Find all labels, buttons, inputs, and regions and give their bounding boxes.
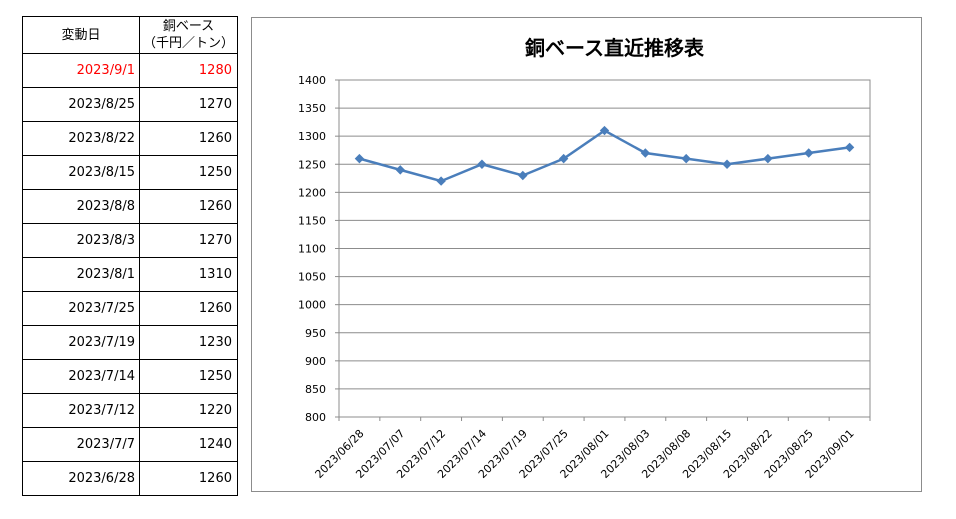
row-date: 2023/7/7	[22, 427, 140, 462]
plot-area	[338, 79, 871, 418]
table-row: 2023/9/1 1280	[22, 53, 238, 88]
y-tick-label: 900	[305, 355, 326, 368]
data-point	[354, 153, 365, 164]
table-row: 2023/8/22 1260	[22, 121, 238, 156]
data-point	[518, 170, 528, 181]
table-row: 2023/7/19 1230	[22, 325, 238, 360]
row-date: 2023/7/25	[22, 291, 140, 326]
table-row: 2023/8/1 1310	[22, 257, 238, 292]
row-price: 1260	[139, 291, 238, 326]
table-row: 2023/8/8 1260	[22, 189, 238, 224]
data-point	[436, 176, 446, 186]
header-price-line2: （千円／トン）	[142, 36, 234, 51]
y-tick-label: 1300	[298, 130, 326, 143]
data-point	[844, 142, 855, 153]
chart-area: 銅ベース直近推移表 800 850 900 950 1000 1050 1100 1150 120…	[251, 17, 922, 492]
row-price: 1260	[139, 121, 238, 156]
data-point	[681, 153, 691, 164]
header-price: 銅ベース （千円／トン）	[139, 16, 238, 54]
row-date: 2023/8/25	[22, 87, 140, 122]
row-date: 2023/8/3	[22, 223, 140, 258]
table-row: 2023/7/12 1220	[22, 393, 238, 428]
row-date: 2023/8/8	[22, 189, 140, 224]
data-point	[804, 148, 814, 158]
header-date: 変動日	[22, 16, 140, 54]
line-chart: 銅ベース直近推移表 800 850 900 950 1000 1050 1100 1150 120…	[298, 36, 871, 481]
y-tick-label: 1150	[298, 214, 326, 227]
chart-title: 銅ベース直近推移表	[525, 36, 705, 60]
row-price: 1250	[139, 155, 238, 190]
y-tick-label: 850	[305, 383, 326, 396]
row-date: 2023/8/1	[22, 257, 140, 292]
y-tick-label: 1400	[298, 74, 326, 87]
row-date: 2023/7/19	[22, 325, 140, 360]
row-price: 1230	[139, 325, 238, 360]
price-table: 変動日 銅ベース （千円／トン） 2023/9/1 1280 2023/8/25 12…	[22, 16, 238, 496]
table-row: 2023/7/7 1240	[22, 427, 238, 462]
row-price: 1270	[139, 87, 238, 122]
y-tick-label: 1250	[298, 158, 326, 171]
row-price: 1260	[139, 189, 238, 224]
data-point	[599, 125, 610, 136]
row-date: 2023/6/28	[22, 461, 140, 496]
y-tick-label: 1200	[298, 186, 326, 199]
row-price: 1220	[139, 393, 238, 428]
table-row: 2023/8/25 1270	[22, 87, 238, 122]
table-row: 2023/7/14 1250	[22, 359, 238, 394]
row-price: 1260	[139, 461, 238, 496]
row-date: 2023/8/22	[22, 121, 140, 156]
table-row: 2023/8/3 1270	[22, 223, 238, 258]
row-price: 1310	[139, 257, 238, 292]
y-tick-label: 950	[305, 327, 326, 340]
row-date: 2023/8/15	[22, 155, 140, 190]
row-price: 1240	[139, 427, 238, 462]
y-tick-label: 800	[305, 411, 326, 424]
series-line	[359, 129, 850, 183]
table-row: 2023/8/15 1250	[22, 155, 238, 190]
y-tick-label: 1050	[298, 271, 326, 284]
row-date: 2023/9/1	[22, 53, 140, 88]
data-point	[395, 165, 405, 175]
data-point	[722, 159, 732, 169]
row-date: 2023/7/14	[22, 359, 140, 394]
row-price: 1280	[139, 53, 238, 88]
data-point	[640, 148, 651, 158]
y-tick-label: 1000	[298, 299, 326, 312]
y-tick-label: 1100	[298, 243, 326, 256]
data-point	[763, 153, 773, 164]
header-price-line1: 銅ベース	[162, 19, 215, 34]
row-price: 1270	[139, 223, 238, 258]
table-row: 2023/7/25 1260	[22, 291, 238, 326]
data-point	[558, 153, 569, 164]
y-tick-label: 1350	[298, 102, 326, 115]
table-header-row: 変動日 銅ベース （千円／トン）	[22, 16, 238, 54]
table-row: 2023/6/28 1260	[22, 461, 238, 496]
row-date: 2023/7/12	[22, 393, 140, 428]
row-price: 1250	[139, 359, 238, 394]
data-point	[477, 159, 487, 169]
